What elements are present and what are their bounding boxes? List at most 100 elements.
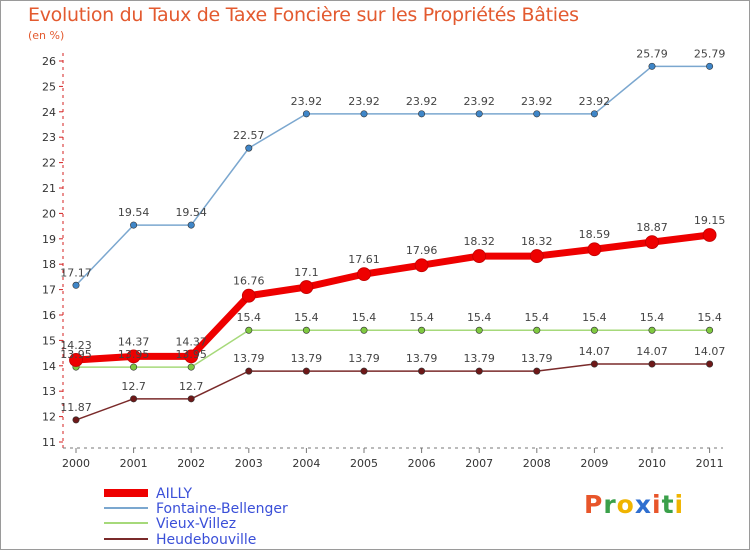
series-line (75, 363, 711, 421)
data-label: 23.92 (463, 95, 495, 108)
data-point (360, 110, 368, 118)
x-tick-label: 2002 (177, 457, 205, 470)
data-point (130, 363, 138, 371)
data-label: 15.4 (467, 311, 492, 324)
data-point (706, 326, 714, 334)
x-tick-label: 2010 (638, 457, 666, 470)
data-point (126, 349, 141, 364)
data-point (533, 326, 541, 334)
y-tick-label: 25 (42, 80, 56, 93)
data-label: 14.07 (636, 345, 668, 358)
data-label: 15.4 (640, 311, 665, 324)
chart-unit-label: (en %) (28, 29, 65, 42)
data-point (245, 326, 253, 334)
y-tick-label: 23 (42, 131, 56, 144)
logo-letter: i (674, 490, 685, 519)
series-line (72, 231, 714, 364)
data-point (72, 281, 80, 289)
data-point (648, 62, 656, 70)
data-point (302, 110, 310, 118)
data-label: 14.23 (60, 339, 92, 352)
data-label: 12.7 (179, 380, 204, 393)
data-point (587, 242, 602, 257)
data-label: 17.1 (294, 266, 319, 279)
data-label: 23.92 (521, 95, 553, 108)
data-point (475, 326, 483, 334)
data-point (590, 360, 598, 368)
data-label: 13.79 (348, 352, 380, 365)
data-point (590, 326, 598, 334)
x-tick-label: 2011 (696, 457, 724, 470)
data-point (702, 228, 717, 242)
x-tick-label: 2001 (120, 457, 148, 470)
data-label: 19.54 (118, 206, 150, 219)
data-point (475, 110, 483, 118)
y-tick-label: 20 (42, 207, 56, 220)
data-label: 15.4 (237, 311, 262, 324)
data-label: 23.92 (348, 95, 380, 108)
proxiti-logo: Proxiti (584, 490, 684, 519)
data-point (645, 235, 659, 250)
data-point (360, 367, 368, 375)
data-label: 16.76 (233, 275, 265, 288)
data-label: 25.79 (694, 47, 726, 60)
data-point (302, 367, 310, 375)
data-point (245, 367, 253, 375)
data-label: 23.92 (291, 95, 323, 108)
logo-letter: i (652, 490, 662, 519)
data-label: 18.32 (463, 235, 495, 248)
data-point (187, 395, 195, 403)
data-point (418, 367, 426, 375)
logo-letter: o (616, 490, 635, 519)
data-point (706, 360, 714, 368)
data-label: 13.95 (60, 348, 92, 361)
logo-letter: r (603, 490, 617, 519)
data-label: 13.79 (463, 352, 495, 365)
data-label: 13.95 (175, 348, 207, 361)
x-tick-label: 2000 (62, 457, 90, 470)
data-label: 13.79 (521, 352, 553, 365)
y-tick-label: 26 (42, 55, 56, 68)
y-tick-label: 16 (42, 309, 56, 322)
data-label: 11.87 (60, 401, 92, 414)
data-point (590, 110, 598, 118)
x-tick-label: 2006 (408, 457, 436, 470)
legend-label: Heudebouville (156, 532, 256, 548)
x-tick-label: 2008 (523, 457, 551, 470)
data-label: 13.79 (233, 352, 265, 365)
data-label: 15.4 (294, 311, 319, 324)
logo-letter: t (661, 490, 675, 519)
legend-label: AILLY (156, 486, 192, 502)
y-tick-label: 24 (42, 106, 56, 119)
data-label: 18.59 (579, 228, 611, 241)
data-point (299, 280, 314, 294)
data-label: 19.54 (175, 206, 207, 219)
y-tick-label: 21 (42, 182, 56, 195)
data-point (533, 367, 541, 375)
data-label: 15.4 (352, 311, 377, 324)
data-label: 22.57 (233, 129, 265, 142)
data-label: 14.37 (175, 335, 207, 348)
data-point (187, 221, 195, 229)
data-point (69, 353, 83, 367)
y-tick-label: 22 (42, 157, 56, 170)
x-tick-label: 2005 (350, 457, 378, 470)
y-tick-label: 18 (42, 258, 56, 271)
data-point (648, 326, 656, 334)
data-label: 15.4 (409, 311, 434, 324)
legend-label: Fontaine-Bellenger (156, 501, 288, 517)
data-point (648, 360, 656, 368)
x-tick-label: 2004 (292, 457, 320, 470)
data-label: 12.7 (121, 380, 146, 393)
data-point (245, 144, 253, 152)
y-tick-label: 19 (42, 233, 56, 246)
data-point (706, 62, 714, 70)
data-point (72, 416, 80, 424)
series-line (75, 329, 711, 368)
data-point (357, 267, 371, 282)
y-tick-label: 13 (42, 385, 56, 398)
data-label: 25.79 (636, 47, 668, 60)
logo-letter: P (584, 490, 604, 519)
data-label: 23.92 (579, 95, 611, 108)
